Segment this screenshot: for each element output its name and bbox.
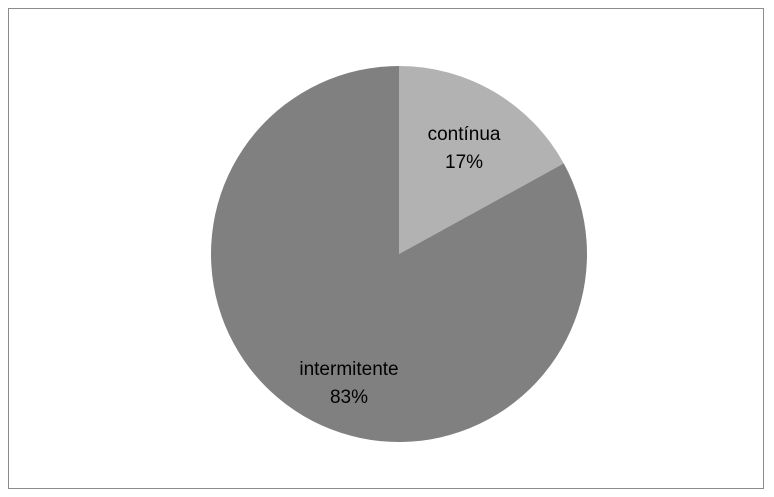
pie-slice-name-0: contínua xyxy=(428,124,501,145)
pie-slice-percent-0: 17% xyxy=(445,152,483,173)
pie-chart: contínua 17% intermitente 83% xyxy=(210,66,588,442)
pie-labels: contínua 17% intermitente 83% xyxy=(299,124,501,408)
pie-slice-name-1: intermitente xyxy=(299,359,398,380)
chart-area: contínua 17% intermitente 83% xyxy=(8,8,764,489)
pie-slice-1 xyxy=(210,66,588,442)
pie-slices xyxy=(210,66,588,442)
pie-slice-percent-1: 83% xyxy=(330,387,368,408)
pie-slice-0 xyxy=(399,66,564,254)
